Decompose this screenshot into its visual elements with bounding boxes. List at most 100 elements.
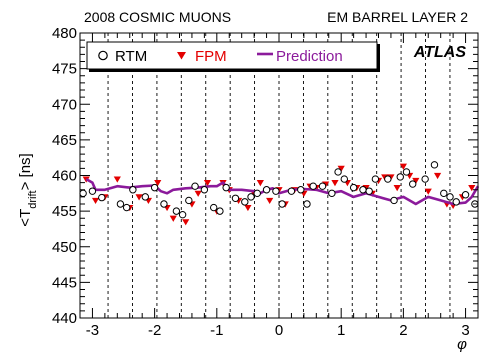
x-axis-label: φ xyxy=(457,336,467,353)
fpm-point xyxy=(91,197,100,205)
legend-rtm-marker xyxy=(98,50,108,61)
rtm-point xyxy=(349,183,358,192)
fpm-point xyxy=(154,180,162,187)
rtm-point xyxy=(409,180,417,188)
rtm-point xyxy=(178,210,187,219)
rtm-point xyxy=(461,191,470,199)
legend-fpm-marker xyxy=(177,52,186,60)
rtm-point xyxy=(309,182,317,190)
rtm-point xyxy=(88,187,97,195)
y-axis-label: <Tdrift> [ns] xyxy=(17,153,39,226)
rtm-point xyxy=(79,189,87,198)
fpm-point xyxy=(424,188,432,195)
rtm-point xyxy=(318,182,327,190)
y-tick-label: 465 xyxy=(52,132,77,149)
fpm-point xyxy=(433,172,442,180)
y-tick-label: 470 xyxy=(52,96,77,113)
legend-shadow-right xyxy=(377,44,380,71)
rtm-point xyxy=(371,175,380,183)
legend-shadow-bottom xyxy=(89,69,380,72)
rtm-point xyxy=(191,182,199,190)
fpm-point xyxy=(256,180,264,187)
x-tick-label: -3 xyxy=(86,322,99,339)
x-tick-label: -1 xyxy=(210,322,223,339)
rtm-point xyxy=(452,198,460,206)
rtm-point xyxy=(440,189,448,198)
left-title: 2008 COSMIC MUONS xyxy=(84,9,231,25)
rtm-point xyxy=(396,173,404,181)
fpm-point xyxy=(194,190,202,197)
rtm-point xyxy=(210,203,218,212)
fpm-point xyxy=(113,176,121,183)
x-tick-label: 0 xyxy=(275,322,283,339)
fpm-point xyxy=(331,180,339,187)
rtm-point xyxy=(262,186,271,194)
rtm-point xyxy=(185,196,193,205)
rtm-point xyxy=(446,193,454,201)
legend-box xyxy=(86,41,378,70)
y-axis-title: <Tdrift> [ns] xyxy=(17,153,39,226)
x-tick-label: 3 xyxy=(461,322,469,339)
fpm-point xyxy=(244,204,252,212)
rtm-point xyxy=(253,189,261,198)
fpm-point xyxy=(393,185,401,192)
fpm-point xyxy=(169,215,177,222)
rtm-point xyxy=(384,175,392,183)
rtm-point xyxy=(328,189,336,198)
fpm-point xyxy=(135,194,143,201)
rtm-point xyxy=(402,168,411,176)
rtm-point xyxy=(160,200,168,208)
y-tick-label: 440 xyxy=(52,310,77,327)
fpm-point xyxy=(266,197,274,205)
rtm-point xyxy=(222,183,230,192)
rtm-point xyxy=(421,175,429,183)
fpm-point xyxy=(468,185,476,192)
fpm-point xyxy=(399,163,407,170)
rtm-point xyxy=(340,175,348,183)
rtm-point xyxy=(141,193,149,201)
rtm-point xyxy=(241,198,249,206)
y-tick-label: 455 xyxy=(52,203,77,220)
legend-rtm-label: RTM xyxy=(115,48,147,65)
rtm-point xyxy=(303,200,311,208)
rtm-point xyxy=(172,207,181,215)
legend: RTM FPM Prediction xyxy=(86,41,380,72)
axes: 440 445 450 455 460 465 470 475 480 -3 -2 -1 0 1 2 3 xyxy=(52,25,479,339)
rtm-point xyxy=(359,186,367,194)
rtm-point xyxy=(365,187,373,195)
x-tick-label: -2 xyxy=(148,322,161,339)
fpm-point xyxy=(412,177,420,185)
y-tick-label: 480 xyxy=(52,25,77,42)
fpm-point xyxy=(182,219,190,226)
rtm-point xyxy=(334,168,342,176)
rtm-point xyxy=(231,194,240,203)
series-rtm xyxy=(79,161,479,219)
fpm-point xyxy=(203,180,212,187)
rtm-point xyxy=(272,187,280,195)
rtm-point xyxy=(98,193,106,202)
legend-fpm-label: FPM xyxy=(195,48,227,65)
rtm-point xyxy=(297,186,305,194)
rtm-point xyxy=(216,207,224,215)
y-tick-label: 475 xyxy=(52,61,77,78)
series-layer xyxy=(79,161,480,226)
x-tick-label: 1 xyxy=(337,322,345,339)
y-tick-label: 445 xyxy=(52,274,77,291)
rtm-point xyxy=(122,203,131,212)
rtm-point xyxy=(287,187,296,195)
rtm-point xyxy=(116,200,125,208)
atlas-label: ATLAS xyxy=(413,44,466,61)
y-tick-label: 460 xyxy=(52,168,77,185)
rtm-point xyxy=(129,186,137,194)
fpm-point xyxy=(337,165,345,172)
y-tick-label: 450 xyxy=(52,239,77,256)
rtm-point xyxy=(150,183,159,192)
rtm-point xyxy=(247,193,255,201)
rtm-point xyxy=(200,186,209,194)
rtm-point xyxy=(390,196,398,205)
legend-prediction-label: Prediction xyxy=(276,48,343,65)
x-tick-label: 2 xyxy=(399,322,407,339)
right-title: EM BARREL LAYER 2 xyxy=(327,9,468,25)
rtm-point xyxy=(430,161,439,169)
